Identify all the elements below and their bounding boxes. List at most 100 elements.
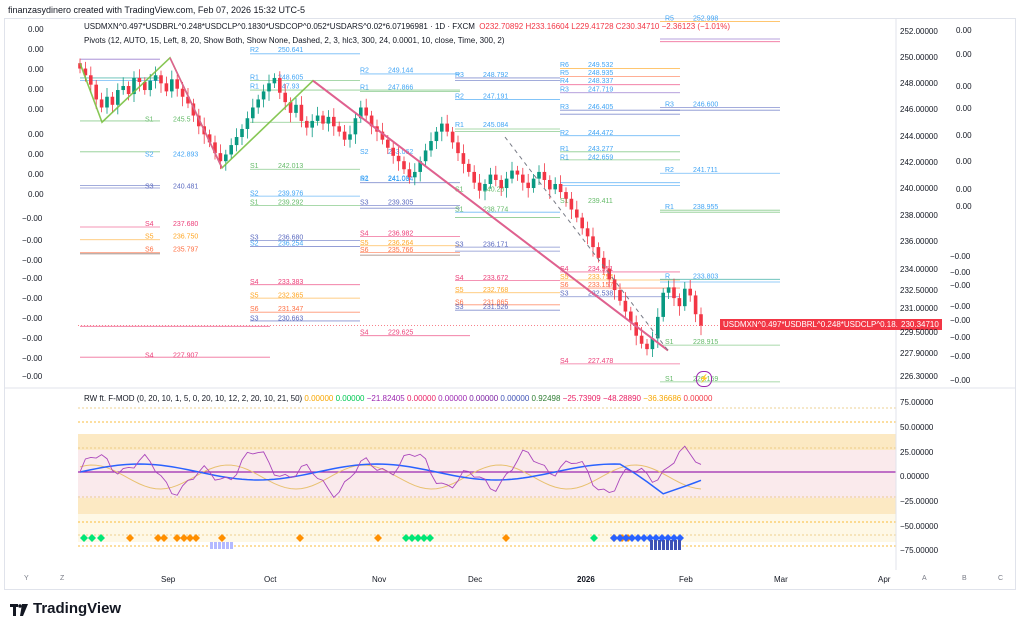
pivot-value: 229.625	[388, 329, 413, 336]
pivot-value: 240.28	[483, 186, 505, 193]
candle-body	[645, 343, 649, 350]
osc-volume-block	[674, 540, 677, 550]
pivot-tag: S6	[250, 306, 259, 313]
candle-body	[83, 68, 88, 76]
osc-volume-block	[654, 540, 657, 550]
osc-signal-marker	[426, 534, 434, 542]
pivot-tag: R4	[560, 78, 569, 85]
pivot-tag: R1	[360, 176, 369, 183]
pivot-tag: S1	[665, 339, 674, 346]
pivot-tag: S6	[455, 299, 464, 306]
pivot-tag: S2	[360, 149, 369, 156]
osc-volume-block	[670, 540, 673, 550]
osc-signal-marker	[154, 534, 162, 542]
pivot-value: 232.365	[278, 293, 303, 300]
osc-signal-marker	[160, 534, 168, 542]
candle-body	[294, 104, 298, 113]
candle-body	[634, 322, 638, 336]
oscillator-axis-label: −25.00000	[900, 497, 939, 506]
oscillator-axis-label: 25.00000	[900, 448, 934, 457]
candle-body	[569, 198, 574, 210]
right-value: 0.00	[956, 26, 972, 35]
candle-body	[132, 77, 136, 95]
candle-body	[110, 96, 115, 105]
pivot-tag: S3	[250, 315, 259, 322]
pivot-value: 237.680	[173, 221, 198, 228]
candle-body	[229, 145, 233, 155]
osc-purple-line	[79, 445, 702, 499]
left-value: −0.00	[22, 372, 43, 381]
oscillator-legend[interactable]: RW ft. F-MOD (0, 20, 10, 1, 5, 0, 20, 10…	[84, 394, 712, 403]
pivot-value: 227.478	[588, 358, 613, 365]
pivot-tag: S5	[455, 287, 464, 294]
pivot-tag: R3	[560, 86, 569, 93]
candle-body	[693, 295, 698, 315]
tradingview-logo[interactable]: TradingView	[10, 600, 121, 617]
time-axis-label: Y	[24, 575, 29, 582]
price-axis-label: 240.00000	[900, 184, 938, 193]
price-axis-label: 250.00000	[900, 53, 938, 62]
pivot-tag: S5	[250, 293, 259, 300]
last-price-symbol-tag: USDMXN^0.497*USDBRL^0.248*USDCLP^0.18...	[720, 319, 906, 330]
pivot-value: 241.711	[693, 167, 718, 174]
oscillator-axis-label: 50.00000	[900, 423, 934, 432]
candle-body	[218, 153, 223, 162]
candle-body	[380, 131, 385, 140]
pivot-tag: R1	[250, 75, 259, 82]
lightning-icon[interactable]: ⚡	[696, 371, 712, 387]
osc-signal-marker	[502, 534, 510, 542]
projection-dashed	[504, 136, 669, 351]
candle-body	[564, 192, 568, 199]
candle-body	[623, 300, 628, 312]
candle-body	[261, 91, 266, 100]
pivot-value: 250.641	[278, 47, 303, 54]
candle-body	[94, 84, 98, 100]
zigzag-green	[79, 56, 669, 352]
candle-body	[159, 75, 163, 84]
candle-body	[515, 170, 520, 175]
candle-body	[213, 142, 217, 154]
pivot-value: 244.472	[588, 130, 613, 137]
pivot-tag: S4	[360, 329, 369, 336]
candle-body	[510, 170, 514, 179]
candle-body	[207, 134, 212, 143]
candle-body	[656, 316, 660, 339]
candle-body	[180, 88, 185, 97]
candle-body	[164, 83, 169, 92]
candle-body	[666, 287, 671, 293]
pivot-value: 236.264	[388, 240, 413, 247]
candle-body	[234, 137, 239, 146]
pivot-value: 231.865	[483, 299, 508, 306]
oscillator-value: −36.36686	[640, 394, 682, 403]
osc-blue-line	[79, 463, 702, 495]
main-legend-symbol[interactable]: USDMXN^0.497*USDBRL^0.248*USDCLP^0.1830*…	[84, 22, 730, 31]
right-value: −0.00	[950, 316, 971, 325]
pivot-value: 226.159	[693, 376, 718, 383]
osc-volume-block	[226, 542, 229, 549]
time-axis-label: C	[998, 575, 1004, 582]
right-value: 0.00	[956, 82, 972, 91]
pivot-tag: S3	[145, 184, 154, 191]
time-axis-label: A	[922, 575, 927, 582]
candle-body	[504, 178, 509, 189]
pivot-value: 233.672	[483, 275, 508, 282]
candle-body	[434, 131, 439, 142]
left-value: −0.00	[22, 236, 43, 245]
pivot-tag: R3	[560, 104, 569, 111]
candle-body	[305, 120, 309, 128]
pivot-tag: S1	[455, 186, 464, 193]
pivot-tag: S4	[250, 279, 259, 286]
osc-signal-marker	[414, 534, 422, 542]
candle-body	[575, 209, 579, 218]
candle-body	[629, 311, 633, 323]
pivot-value: 233.803	[693, 273, 718, 280]
pivot-value: 239.292	[278, 200, 303, 207]
pivots-legend[interactable]: Pivots (12, AUTO, 15, Left, 8, 20, Show …	[84, 36, 505, 45]
pivot-value: 239.305	[388, 199, 413, 206]
osc-signal-marker	[180, 534, 188, 542]
price-axis-label: 226.30000	[900, 372, 938, 381]
candle-body	[472, 171, 476, 183]
oscillator-value: 0.00000	[498, 394, 530, 403]
time-axis-label: Apr	[878, 575, 891, 584]
